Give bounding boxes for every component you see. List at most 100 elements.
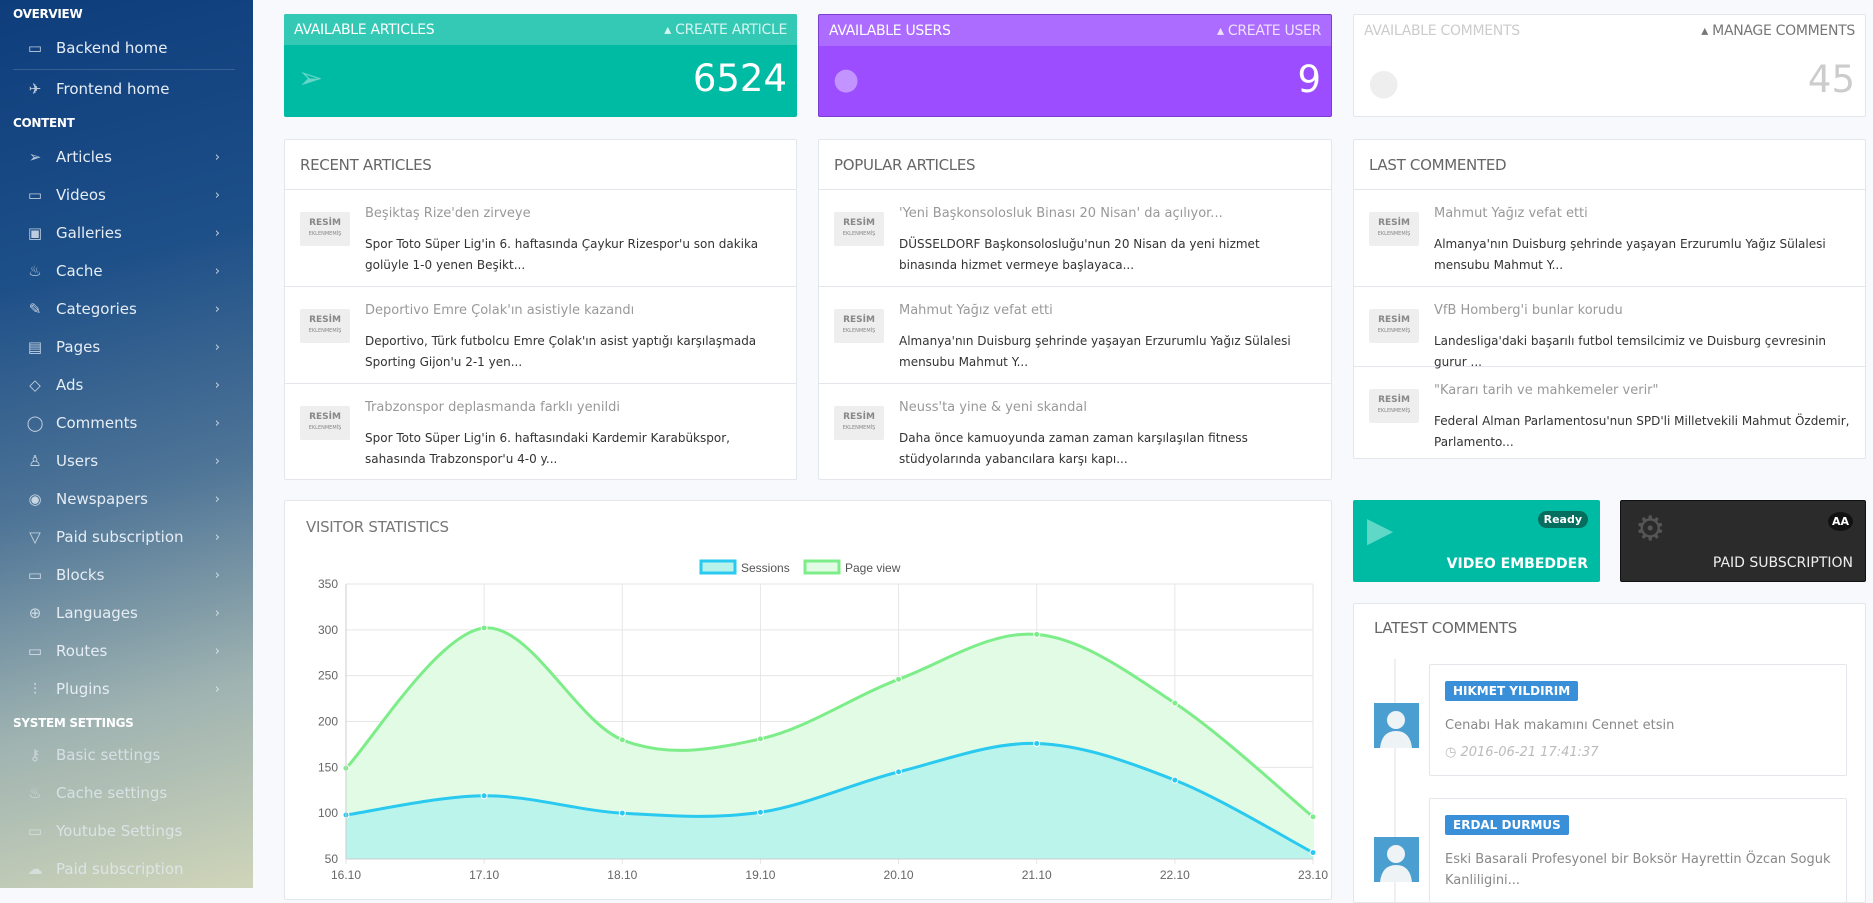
panel-title: POPULAR ARTICLES [819,140,1331,190]
sidebar-item-label: Newspapers [56,490,148,508]
sidebar-item-comments[interactable]: ◯ Comments › [22,406,232,440]
available-comments-card: AVAILABLE COMMENTS ▴ MANAGE COMMENTS ● 45 [1353,14,1866,117]
thumb-subtext: EKLENMEMİŞ [308,328,342,334]
item-excerpt: Daha önce kamuoyunda zaman zaman karşıla… [899,431,1248,466]
sidebar-item-paid-subscription[interactable]: ☁ Paid subscription [22,852,232,886]
clock-icon: ◷ [1445,745,1457,760]
timeline-line [1394,659,1396,902]
panel-title: RECENT ARTICLES [285,140,796,190]
paid-subscription-tile[interactable]: ⚙ AA PAID SUBSCRIPTION [1620,500,1866,582]
thumb-text: RESİM [309,218,341,228]
item-title[interactable]: Neuss'ta yine & yeni skandal [899,400,1088,415]
list-item[interactable]: RESİM EKLENMEMİŞ "Kararı tarih ve mahkemel… [1354,367,1865,458]
thumb-text: RESİM [1378,315,1410,325]
sidebar-item-pages[interactable]: ▤ Pages › [22,330,232,364]
sidebar-item-youtube-settings[interactable]: ▭ Youtube Settings [22,814,232,848]
recent-articles-panel: RECENT ARTICLES RESİM EKLENMEMİŞ Beşiktaş R… [284,139,797,480]
list-item[interactable]: RESİM EKLENMEMİŞ 'Yeni Başkonsolosluk Bina… [819,190,1331,287]
user-icon: ● [833,62,860,97]
sidebar-item-cache-settings[interactable]: ♨ Cache settings [22,776,232,810]
sidebar-item-categories[interactable]: ✎ Categories › [22,292,232,326]
fire-icon: ♨ [28,262,42,280]
create-article-link[interactable]: ▴ CREATE ARTICLE [664,21,787,38]
item-title[interactable]: Beşiktaş Rize'den zirveye [365,206,531,221]
comment-card: ERDAL DURMUS Eski Basarali Profesyonel bi… [1429,798,1847,902]
y-tick-label: 150 [318,760,338,774]
sidebar-item-frontend-home[interactable]: ✈ Frontend home [22,72,232,106]
card-title: AVAILABLE USERS [829,22,951,39]
comment-author-badge[interactable]: ERDAL DURMUS [1445,815,1569,835]
item-title[interactable]: 'Yeni Başkonsolosluk Binası 20 Nisan' da… [899,206,1223,221]
available-users-card: AVAILABLE USERS ▴ CREATE USER ● 9 [818,14,1332,117]
manage-comments-link[interactable]: ▴ MANAGE COMMENTS [1701,22,1855,39]
sidebar-item-users[interactable]: ♙ Users › [22,444,232,478]
item-title[interactable]: VfB Homberg'i bunlar korudu [1434,303,1623,318]
comment-author-badge[interactable]: HIKMET YILDIRIM [1445,681,1579,701]
list-item[interactable]: RESİM EKLENMEMİŞ VfB Homberg'i bunlar koru… [1354,287,1865,369]
y-tick-label: 300 [318,623,338,637]
sidebar-item-cache[interactable]: ♨ Cache › [22,254,232,288]
rocket-icon: ✈ [28,80,42,98]
item-title[interactable]: Trabzonspor deplasmanda farklı yenildi [365,400,620,415]
thumb-subtext: EKLENMEMİŞ [1377,408,1411,414]
time-text: 2016-06-21 17:41:37 [1460,745,1599,760]
item-excerpt: Deportivo, Türk futbolcu Emre Çolak'ın a… [365,334,757,369]
list-item[interactable]: RESİM EKLENMEMİŞ Mahmut Yağız vefat etti Al… [1354,190,1865,287]
sidebar-item-backend-home[interactable]: ▭ Backend home [22,31,232,65]
sidebar-item-label: Categories [56,300,137,318]
item-excerpt: Landesliga'daki başarılı futbol temsilci… [1434,334,1827,369]
chevron-right-icon: › [214,263,220,279]
tile-label: VIDEO EMBEDDER [1446,556,1588,572]
create-user-link[interactable]: ▴ CREATE USER [1217,22,1321,39]
sidebar-item-articles[interactable]: ➢ Articles › [22,140,232,174]
sidebar-item-routes[interactable]: ▭ Routes › [22,634,232,668]
sidebar-item-paid-subscription[interactable]: ▽ Paid subscription › [22,520,232,554]
item-excerpt: Federal Alman Parlamentosu'nun SPD'li Mi… [1434,414,1850,449]
sidebar-item-ads[interactable]: ◇ Ads › [22,368,232,402]
legend-label: Page view [845,561,901,575]
placeholder-thumbnail: RESİM EKLENMEMİŞ [834,309,884,343]
sidebar-item-languages[interactable]: ⊕ Languages › [22,596,232,630]
list-item[interactable]: RESİM EKLENMEMİŞ Mahmut Yağız vefat etti Al… [819,287,1331,384]
sidebar-item-videos[interactable]: ▭ Videos › [22,178,232,212]
list-item[interactable]: RESİM EKLENMEMİŞ Neuss'ta yine & yeni skan… [819,384,1331,479]
item-title[interactable]: "Kararı tarih ve mahkemeler verir" [1434,383,1659,398]
legend-swatch [699,559,737,575]
item-excerpt: Almanya'nın Duisburg şehrinde yaşayan Er… [1434,237,1826,272]
sidebar-item-label: Galleries [56,224,122,242]
sidebar-item-label: Cache [56,262,103,280]
y-tick-label: 200 [318,715,338,729]
item-title[interactable]: Deportivo Emre Çolak'ın asistiyle kazand… [365,303,635,318]
thumb-subtext: EKLENMEMİŞ [842,328,876,334]
ready-badge: Ready [1537,511,1588,528]
sidebar-item-label: Youtube Settings [56,822,183,840]
popular-articles-panel: POPULAR ARTICLES RESİM EKLENMEMİŞ 'Yeni Baş… [818,139,1332,480]
y-tick-label: 100 [318,806,338,820]
sidebar-item-label: Paid subscription [56,860,184,878]
thumb-subtext: EKLENMEMİŞ [1377,328,1411,334]
chevron-right-icon: › [214,377,220,393]
data-point [756,808,764,816]
item-title[interactable]: Mahmut Yağız vefat etti [1434,206,1588,221]
available-articles-card: AVAILABLE ARTICLES ▴ CREATE ARTICLE ➢ 6524 [284,14,797,117]
sidebar-item-blocks[interactable]: ▭ Blocks › [22,558,232,592]
sidebar-item-plugins[interactable]: ⫶ Plugins › [22,672,232,706]
item-title[interactable]: Mahmut Yağız vefat etti [899,303,1053,318]
sidebar-item-label: Users [56,452,99,470]
list-item[interactable]: RESİM EKLENMEMİŞ Beşiktaş Rize'den zirveye… [285,190,796,287]
list-item[interactable]: RESİM EKLENMEMİŞ Deportivo Emre Çolak'ın a… [285,287,796,384]
sidebar-item-basic-settings[interactable]: ⚷ Basic settings [22,738,232,772]
card-title: AVAILABLE COMMENTS [1364,22,1520,39]
sidebar-item-galleries[interactable]: ▣ Galleries › [22,216,232,250]
list-item[interactable]: RESİM EKLENMEMİŞ Trabzonspor deplasmanda f… [285,384,796,479]
placeholder-thumbnail: RESİM EKLENMEMİŞ [300,309,350,343]
panel-title: VISITOR STATISTICS [306,518,449,536]
sidebar-item-newspapers[interactable]: ◉ Newspapers › [22,482,232,516]
sidebar-item-label: Paid subscription [56,528,184,546]
data-point [895,675,903,683]
visitor-chart: 50 100 150 200 250 300 350 16.10 17.10 18.10 19.10… [318,559,1328,882]
chevron-right-icon: › [214,225,220,241]
video-embedder-tile[interactable]: ▶ Ready VIDEO EMBEDDER [1353,500,1600,582]
avatar [1374,837,1419,882]
sidebar-item-label: Ads [56,376,84,394]
